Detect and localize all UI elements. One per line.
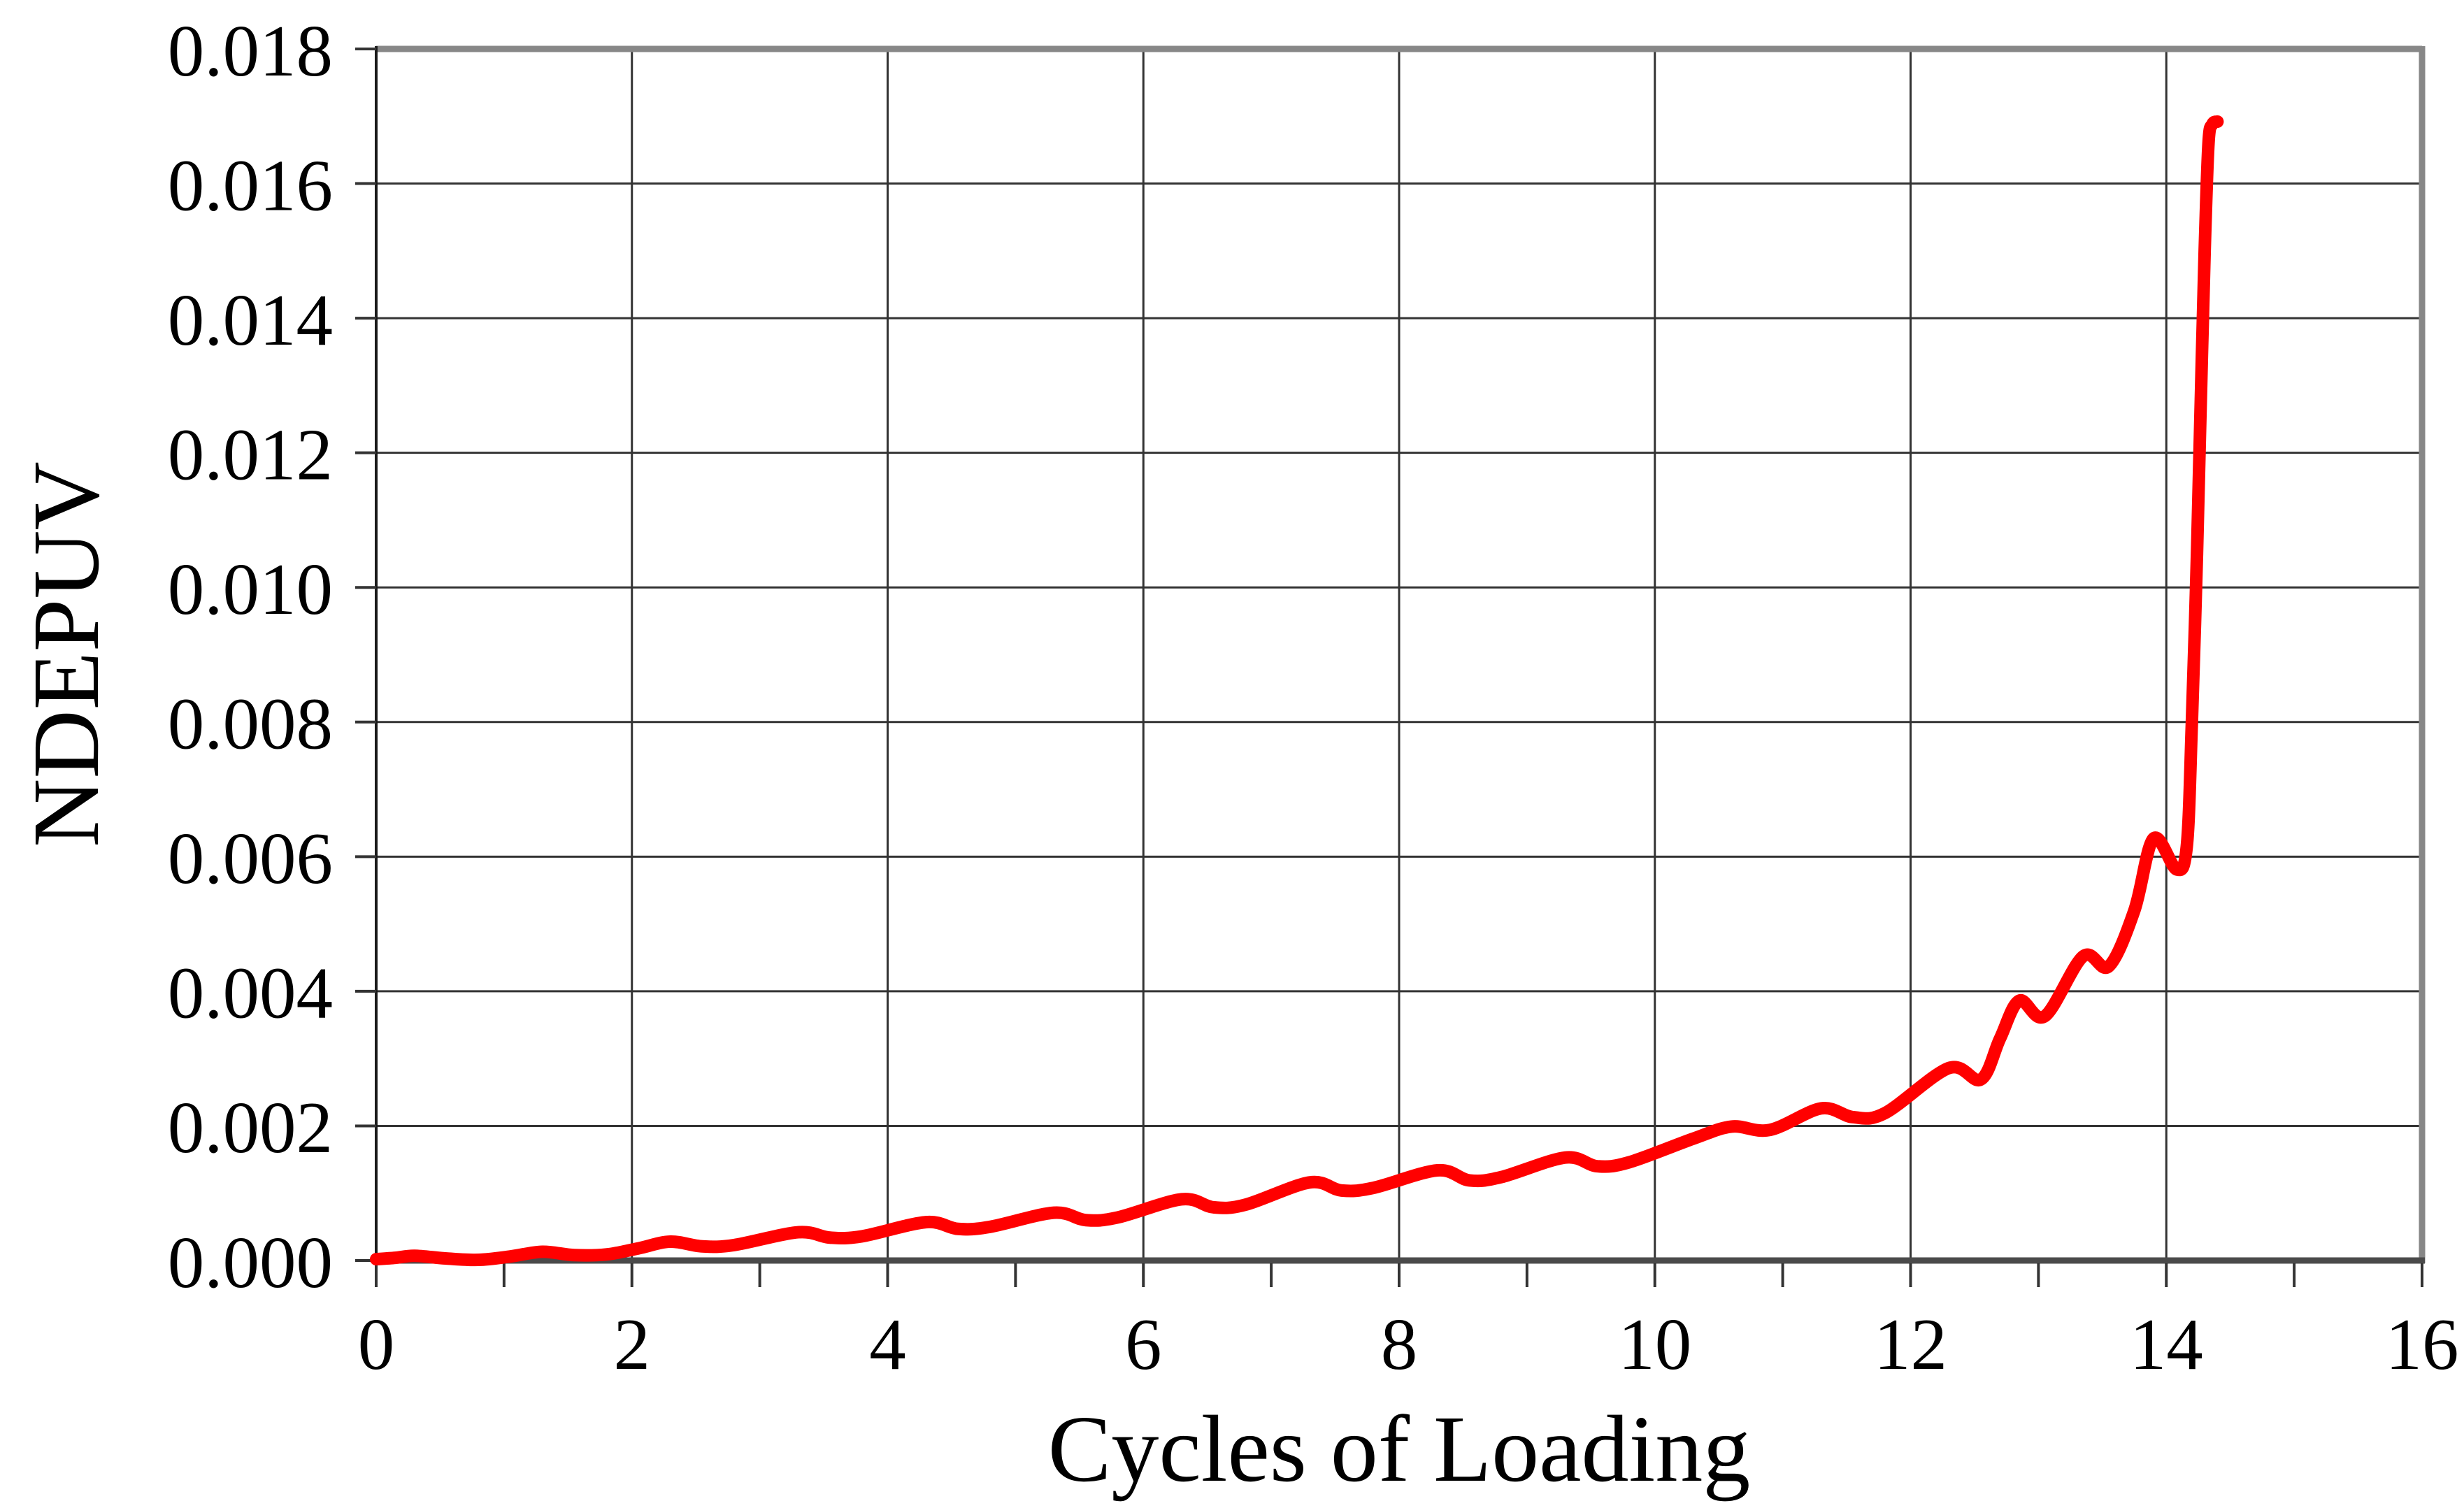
y-tick-label: 0.016 [168,144,333,226]
y-tick-label: 0.014 [168,279,333,361]
y-tick-label: 0.006 [168,817,333,899]
y-tick-label: 0.000 [168,1221,333,1303]
y-axis-ticks [355,48,376,1262]
x-tick-label: 12 [1874,1303,1947,1385]
x-tick-label: 16 [2386,1303,2459,1385]
y-tick-label: 0.008 [168,683,333,765]
vertical-gridlines [631,49,2168,1261]
x-tick-label: 10 [1618,1303,1691,1385]
y-tick-label: 0.004 [168,952,333,1034]
y-tick-label: 0.012 [168,413,333,495]
x-tick-label: 4 [869,1303,906,1385]
x-tick-label: 0 [358,1303,395,1385]
x-axis-ticks [375,1263,2423,1287]
y-tick-label: 0.018 [168,10,333,92]
x-tick-label: 2 [614,1303,651,1385]
y-tick-label: 0.010 [168,548,333,630]
y-tick-label: 0.002 [168,1086,333,1168]
x-axis-title: Cycles of Loading [1048,1397,1751,1502]
y-axis-title: NDEPUV [14,461,119,847]
x-tick-labels: 0 2 4 6 8 10 12 14 16 [358,1303,2459,1385]
x-tick-label: 6 [1125,1303,1162,1385]
x-tick-label: 14 [2130,1303,2203,1385]
data-series-line [370,115,2224,1267]
x-tick-label: 8 [1381,1303,1418,1385]
y-tick-labels: 0.000 0.002 0.004 0.006 0.008 0.010 0.012 0.014… [168,10,333,1303]
